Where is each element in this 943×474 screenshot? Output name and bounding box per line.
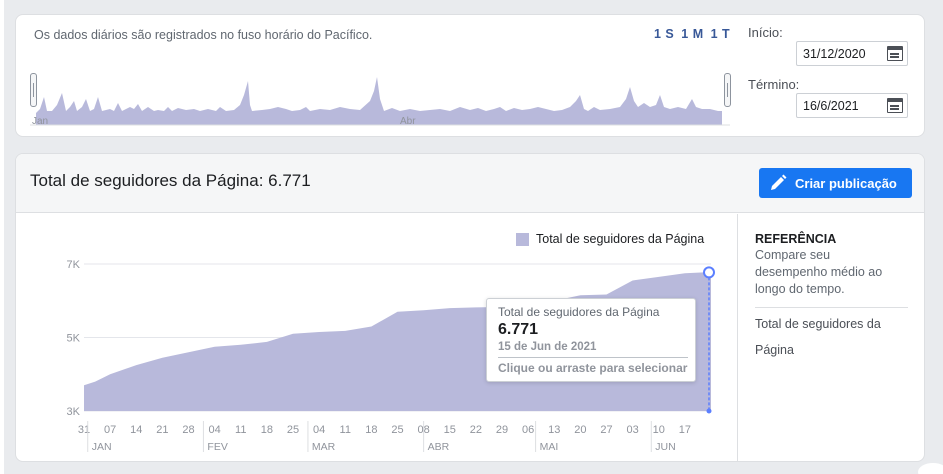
hover-point[interactable] [703,266,715,279]
date-range-card: Os dados diários são registrados no fuso… [15,14,925,137]
hover-line-end [706,408,712,414]
month-label: JUN [655,441,675,453]
mini-chart-area [36,77,722,125]
timezone-note: Os dados diários são registrados no fuso… [34,28,373,42]
reference-panel: REFERÊNCIA Compare seu desempenho médio … [737,214,924,461]
end-date-field[interactable]: 16/6/2021 [796,93,908,118]
mini-axis-label-jan: Jan [32,116,49,127]
create-post-button[interactable]: Criar publicação [759,168,912,198]
month-label: MAI [540,441,559,453]
mini-axis-label-abr: Abr [400,116,416,127]
x-tick-label: 29 [496,424,508,436]
x-tick-label: 22 [470,424,482,436]
end-date-value: 16/6/2021 [803,99,859,113]
range-handle-right[interactable] [724,73,731,107]
range-button-1-week[interactable]: 1 S [654,27,675,41]
followers-title: Total de seguidores da Página: 6.771 [30,171,311,190]
x-tick-label: 04 [209,424,221,436]
x-tick-label: 25 [287,424,299,436]
x-tick-label: 27 [600,424,612,436]
tooltip-hint: Clique ou arraste para selecionar [498,361,688,375]
followers-card-header: Total de seguidores da Página: 6.771 Cri… [16,154,924,213]
x-tick-label: 11 [340,424,351,436]
x-tick-label: 28 [182,424,194,436]
start-date-label: Início: [748,25,783,40]
legend-label: Total de seguidores da Página [536,232,705,246]
end-date-label: Término: [748,77,800,92]
x-tick-label: 17 [679,424,691,436]
x-tick-label: 13 [548,424,560,436]
tooltip-date: 15 de Jun de 2021 [498,341,597,353]
start-date-value: 31/12/2020 [803,47,866,61]
range-button-1-quarter[interactable]: 1 T [710,27,731,41]
tooltip-title: Total de seguidores da Página [498,305,660,319]
y-tick-label: 7K [67,259,81,271]
reference-description: Compare seu desempenho médio ao longo do… [755,248,883,296]
month-label: ABR [428,441,450,453]
create-post-label: Criar publicação [795,175,897,191]
month-label: FEV [207,441,227,453]
page-edge [0,0,4,474]
reference-divider [755,307,908,308]
chart-legend[interactable]: Total de seguidores da Página [516,232,704,246]
calendar-icon[interactable] [887,98,903,113]
corner-widget [918,463,943,474]
x-tick-label: 21 [156,424,168,436]
x-tick-label: 03 [627,424,639,436]
x-tick-label: 18 [365,424,377,436]
x-tick-label: 20 [574,424,586,436]
x-tick-label: 07 [104,424,116,436]
x-tick-label: 25 [391,424,403,436]
chart-tooltip: Total de seguidores da Página 6.771 15 d… [486,298,696,382]
followers-card: Total de seguidores da Página: 6.771 Cri… [15,153,925,462]
x-tick-label: 04 [313,424,325,436]
x-tick-label: 15 [444,424,456,436]
range-buttons: 1 S 1 M 1 T [654,27,730,41]
y-tick-label: 3K [67,406,81,418]
calendar-icon[interactable] [887,46,903,61]
start-date-field[interactable]: 31/12/2020 [796,41,908,66]
x-tick-label: 10 [653,424,665,436]
month-label: JAN [92,441,112,453]
overview-mini-chart[interactable] [30,71,730,131]
month-label: MAR [312,441,336,453]
reference-title: REFERÊNCIA [755,232,837,246]
range-button-1-month[interactable]: 1 M [681,27,704,41]
pencil-icon [771,174,787,190]
x-tick-label: 11 [235,424,246,436]
reference-item[interactable]: Total de seguidores da Página [755,317,881,357]
x-tick-label: 31 [78,424,90,436]
x-tick-label: 06 [522,424,534,436]
tooltip-divider [498,357,688,358]
legend-swatch [516,232,529,246]
x-tick-label: 14 [130,424,142,436]
tooltip-value: 6.771 [498,321,539,338]
y-tick-label: 5K [67,333,81,345]
x-tick-label: 18 [261,424,273,436]
range-handle-left[interactable] [30,73,37,107]
